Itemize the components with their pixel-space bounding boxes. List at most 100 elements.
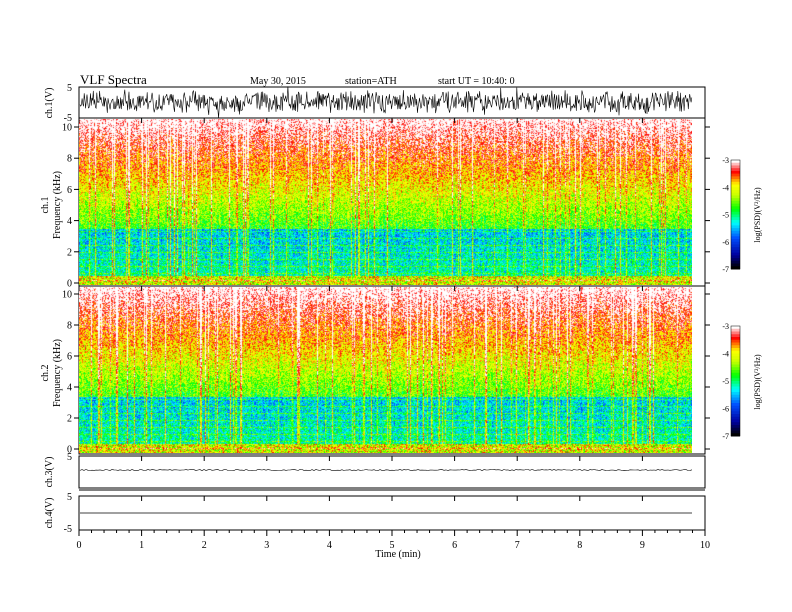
colorbar-cell	[731, 419, 740, 423]
colorbar-tick--4: -4	[722, 350, 729, 359]
colorbar-cell	[731, 258, 740, 262]
time-axis-label: Time (min)	[375, 549, 420, 560]
colorbar-cell	[731, 206, 740, 210]
ch1-frequency-label: Frequency (kHz)	[52, 171, 63, 239]
colorbar-cell	[731, 187, 740, 191]
colorbar-cell	[731, 370, 740, 374]
date-label: May 30, 2015	[250, 76, 306, 87]
colorbar-cell	[731, 239, 740, 243]
time-tick-label-10: 10	[700, 540, 710, 551]
colorbar-cell	[731, 198, 740, 202]
colorbar-cell	[731, 331, 740, 335]
time-axis-ticks: 0 1 2 3 4 5 6 7 8 9 10	[77, 118, 710, 551]
colorbar-cell	[731, 217, 740, 221]
colorbar-cell	[731, 230, 740, 235]
freq-tick-label-10: 10	[62, 123, 72, 134]
colorbar-cell	[731, 244, 740, 248]
colorbar-cell	[731, 184, 740, 188]
freq-tick-label-2: 2	[67, 247, 72, 258]
colorbar-cell	[731, 427, 740, 431]
colorbar-cell	[731, 414, 740, 418]
colorbar-cell	[731, 160, 740, 164]
colorbar-cell	[731, 173, 740, 177]
colorbar-cell	[731, 361, 740, 365]
time-tick-label-1: 1	[139, 540, 144, 551]
ch3-waveform-panel: 5 ch.3(V)	[44, 452, 706, 489]
colorbar-cell	[731, 222, 740, 226]
freq-tick-label-6: 6	[67, 352, 72, 363]
colorbar-cell	[731, 266, 740, 270]
colorbar-cell	[731, 162, 740, 166]
colorbar-cell	[731, 378, 740, 382]
figure-title: VLF Spectra	[80, 72, 147, 87]
colorbar-cell	[731, 195, 740, 199]
colorbar-cell	[731, 430, 740, 434]
colorbar-cell	[731, 350, 740, 354]
colorbar-cell	[731, 422, 740, 426]
ch1-waveform-line	[79, 86, 693, 119]
ch4-ytick-top: 5	[67, 492, 72, 503]
colorbar-cell	[731, 179, 740, 183]
ch2-frequency-ticks: 0 2 4 6 8 10	[62, 290, 710, 456]
colorbar-cell	[731, 209, 740, 213]
colorbar-cell	[731, 394, 740, 398]
spec2-raster	[79, 287, 692, 453]
ch4-waveform-panel: 5 -5 ch.4(V)	[44, 492, 706, 535]
colorbar-cell	[731, 228, 740, 232]
colorbar-tick--4: -4	[722, 183, 729, 192]
colorbar-cell	[731, 214, 740, 218]
colorbar-tick--6: -6	[722, 238, 729, 247]
colorbar-cell	[731, 337, 740, 341]
colorbar-cell	[731, 200, 740, 205]
freq-tick-label-4: 4	[67, 216, 72, 227]
colorbar-cell	[731, 389, 740, 393]
ch2-channel-label: ch.2	[40, 365, 51, 382]
time-tick-label-4: 4	[327, 540, 332, 551]
colorbar-cell	[731, 241, 740, 245]
colorbar-cell	[731, 326, 740, 330]
ch1-ylabel: ch.1(V)	[44, 88, 55, 119]
ch2-spectrogram-image	[79, 287, 692, 453]
ch1-waveform-frame	[78, 86, 706, 119]
ch1-colorbar: -3 -4 -5 -6 -7	[722, 156, 741, 274]
ch3-ytick-top: 5	[67, 452, 72, 463]
colorbar-cell	[731, 249, 740, 254]
colorbar-cell	[731, 236, 740, 240]
station-label: station=ATH	[345, 76, 397, 87]
freq-tick-label-10: 10	[62, 290, 72, 301]
ch2-frequency-label: Frequency (kHz)	[52, 339, 63, 407]
colorbar-cell	[731, 359, 740, 363]
colorbar-cell	[731, 416, 740, 420]
colorbar-cell	[731, 367, 740, 371]
ch1-channel-label: ch.1	[40, 197, 51, 214]
colorbar-cell	[731, 339, 740, 343]
colorbar-frame	[730, 325, 741, 437]
time-tick-label-3: 3	[264, 540, 269, 551]
colorbar-cell	[731, 375, 740, 379]
colorbar-tick--3: -3	[722, 156, 729, 165]
ch1-ytick-bottom: -5	[64, 113, 72, 124]
colorbar-cell	[731, 334, 740, 338]
time-tick-label-9: 9	[640, 540, 645, 551]
ch4-ytick-bottom: -5	[64, 524, 72, 535]
time-tick-label-8: 8	[577, 540, 582, 551]
colorbar-cell	[731, 252, 740, 256]
colorbar-tick--7: -7	[722, 432, 729, 441]
ch3-waveform-line	[79, 469, 693, 471]
colorbar-cell	[731, 345, 740, 349]
colorbar-cell	[731, 425, 740, 429]
colorbar-cell	[731, 233, 740, 237]
time-tick-label-2: 2	[202, 540, 207, 551]
freq-tick-label-0: 0	[67, 279, 72, 290]
ch4-ylabel: ch.4(V)	[44, 498, 55, 529]
colorbar-cell	[731, 383, 740, 387]
colorbar-cell	[731, 408, 740, 412]
colorbar-cell	[731, 342, 740, 346]
colorbar-cell	[731, 181, 740, 186]
colorbar-cell	[731, 381, 740, 385]
colorbar-cell	[731, 386, 740, 390]
start-time-label: start UT = 10:40: 0	[438, 76, 515, 87]
colorbar-cell	[731, 203, 740, 207]
colorbar-cell	[731, 403, 740, 407]
